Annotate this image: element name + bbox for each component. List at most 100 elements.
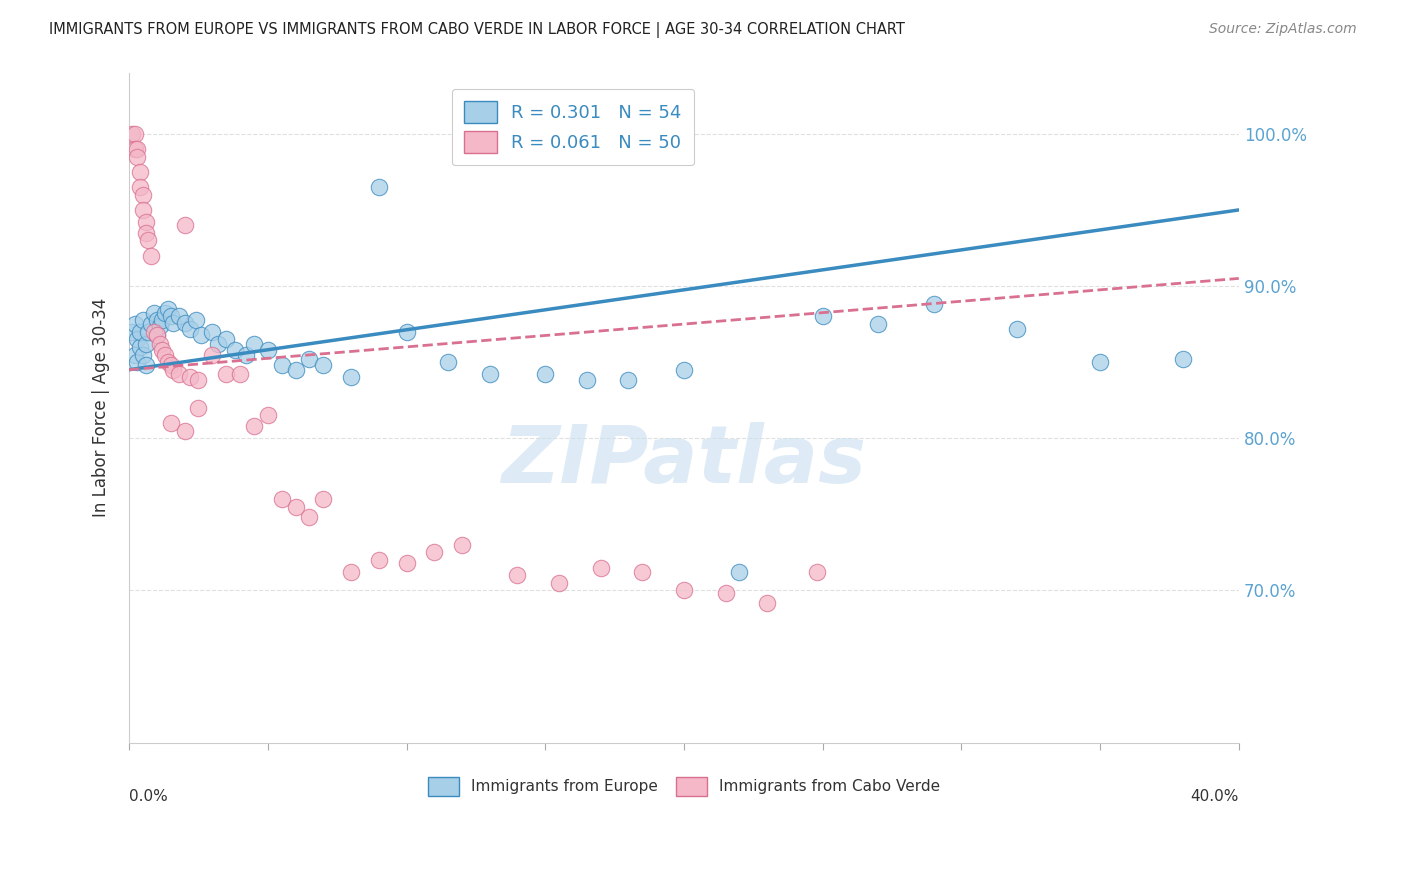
Point (728, 565, 751, 579)
Point (124, 127, 146, 141)
Point (127, 332, 149, 346)
Point (1088, 355, 1111, 369)
Point (149, 336, 172, 351)
Point (156, 355, 179, 369)
Point (138, 325, 160, 339)
Point (548, 575, 571, 590)
Point (575, 373, 598, 387)
Point (298, 352, 321, 367)
Point (312, 492, 335, 507)
Point (132, 202, 155, 217)
Point (135, 336, 157, 351)
Point (187, 373, 209, 387)
Point (201, 325, 224, 339)
Point (506, 568, 529, 582)
Point (229, 368, 252, 382)
Point (340, 565, 363, 579)
Text: 40.0%: 40.0% (1191, 789, 1239, 805)
Point (243, 419, 266, 434)
Point (312, 358, 335, 372)
Y-axis label: In Labor Force | Age 30-34: In Labor Force | Age 30-34 (93, 298, 110, 517)
Point (284, 500, 307, 514)
Point (367, 553, 389, 567)
Point (256, 343, 278, 357)
Point (143, 325, 166, 339)
Point (143, 306, 166, 320)
Point (146, 327, 169, 342)
Point (207, 336, 229, 351)
Point (127, 355, 149, 369)
Text: IMMIGRANTS FROM EUROPE VS IMMIGRANTS FROM CABO VERDE IN LABOR FORCE | AGE 30-34 : IMMIGRANTS FROM EUROPE VS IMMIGRANTS FRO… (49, 22, 905, 38)
Point (129, 180, 152, 194)
Point (672, 362, 695, 376)
Point (1005, 321, 1028, 335)
Point (184, 312, 207, 326)
Point (159, 310, 181, 324)
Point (215, 368, 238, 382)
Point (179, 321, 201, 335)
Point (132, 347, 155, 361)
Point (672, 583, 695, 598)
Point (922, 297, 945, 311)
Point (806, 565, 828, 579)
Legend: Immigrants from Europe, Immigrants from Cabo Verde: Immigrants from Europe, Immigrants from … (422, 771, 946, 802)
Point (284, 362, 307, 376)
Text: Source: ZipAtlas.com: Source: ZipAtlas.com (1209, 22, 1357, 37)
Point (132, 187, 155, 202)
Point (167, 368, 190, 382)
Point (256, 409, 278, 423)
Point (132, 312, 155, 326)
Point (141, 317, 163, 331)
Point (478, 368, 501, 382)
Point (129, 165, 152, 179)
Point (173, 218, 195, 232)
Point (121, 325, 143, 339)
Point (270, 492, 292, 507)
Point (129, 325, 152, 339)
Point (159, 416, 181, 430)
Point (141, 249, 163, 263)
Point (146, 327, 169, 342)
Point (149, 318, 172, 333)
Point (135, 215, 157, 229)
Text: 0.0%: 0.0% (129, 789, 167, 805)
Point (124, 317, 146, 331)
Point (451, 538, 474, 552)
Point (124, 142, 146, 156)
Point (173, 316, 195, 330)
Text: ZIPatlas: ZIPatlas (502, 422, 866, 500)
Point (162, 362, 184, 376)
Point (162, 316, 184, 330)
Point (135, 226, 157, 240)
Point (150, 312, 173, 326)
Point (138, 233, 160, 247)
Point (156, 301, 179, 316)
Point (179, 370, 201, 384)
Point (534, 368, 557, 382)
Point (173, 424, 195, 438)
Point (159, 358, 181, 372)
Point (187, 401, 209, 415)
Point (617, 373, 640, 387)
Point (121, 127, 143, 141)
Point (190, 327, 212, 342)
Point (201, 347, 224, 361)
Point (215, 332, 238, 346)
Point (270, 358, 292, 372)
Point (423, 545, 446, 559)
Point (340, 370, 363, 384)
Point (437, 355, 460, 369)
Point (395, 325, 418, 339)
Point (589, 560, 612, 574)
Point (756, 596, 779, 610)
Point (714, 586, 737, 600)
Point (367, 180, 389, 194)
Point (153, 347, 176, 361)
Point (811, 310, 834, 324)
Point (1173, 352, 1195, 367)
Point (868, 317, 890, 331)
Point (135, 358, 157, 372)
Point (395, 556, 418, 570)
Point (224, 343, 246, 357)
Point (298, 510, 321, 524)
